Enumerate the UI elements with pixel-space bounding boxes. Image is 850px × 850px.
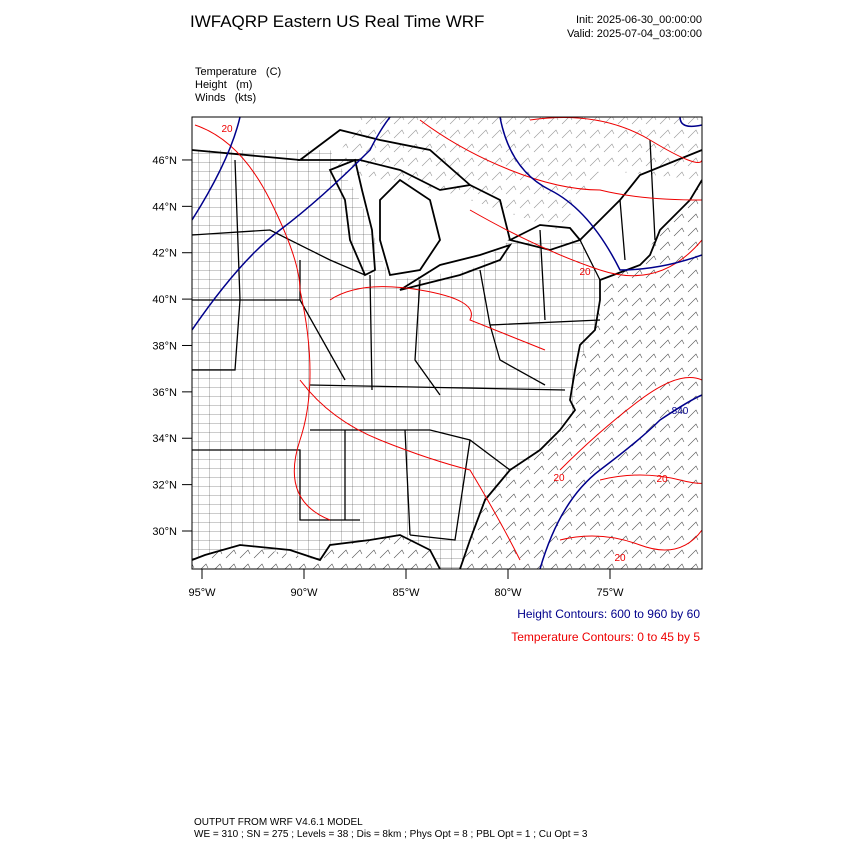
counties xyxy=(192,150,600,569)
footer: WE = 310 ; SN = 275 ; Levels = 38 ; Dis … xyxy=(194,829,588,840)
height-contours xyxy=(192,117,702,569)
wind-barbs xyxy=(192,535,440,569)
contour-label: 20 xyxy=(221,124,233,135)
lon-tick-label: 75°W xyxy=(596,587,624,599)
lat-tick-label: 44°N xyxy=(152,201,177,213)
lon-tick-label: 95°W xyxy=(188,587,216,599)
contour-label: 840 xyxy=(672,406,689,417)
lat-tick-label: 46°N xyxy=(152,155,177,167)
init-time: Init: 2025-06-30_00:00:00 xyxy=(576,14,702,26)
wind-barbs xyxy=(192,117,702,230)
map-frame xyxy=(191,116,703,570)
axes: 30°N 32°N 34°N 36°N 38°N 40°N 42°N 44°N 46°N 95°W… xyxy=(152,155,624,599)
state-borders xyxy=(192,139,656,541)
lat-tick-label: 32°N xyxy=(152,480,177,492)
contour-label: 20 xyxy=(656,474,668,485)
contour-label: 20 xyxy=(553,473,565,484)
title: IWFAQRP Eastern US Real Time WRF xyxy=(190,12,484,31)
lon-tick-label: 90°W xyxy=(290,587,318,599)
lat-tick-label: 30°N xyxy=(152,526,177,538)
lon-tick-label: 85°W xyxy=(392,587,420,599)
lat-tick-label: 42°N xyxy=(152,248,177,260)
field-label: Winds (kts) xyxy=(195,92,256,104)
field-label: Temperature (C) xyxy=(195,66,281,78)
lon-tick-label: 80°W xyxy=(494,587,522,599)
lat-tick-label: 36°N xyxy=(152,387,177,399)
map: 20 20 20 20 20 840 xyxy=(192,117,702,569)
wind-barbs xyxy=(460,180,702,569)
valid-time: Valid: 2025-07-04_03:00:00 xyxy=(567,28,702,40)
contour-label: 20 xyxy=(614,553,626,564)
coastline xyxy=(192,129,702,569)
footer: OUTPUT FROM WRF V4.6.1 MODEL xyxy=(194,817,363,828)
lat-tick-label: 40°N xyxy=(152,294,177,306)
lat-tick-label: 38°N xyxy=(152,340,177,352)
height-legend: Height Contours: 600 to 960 by 60 xyxy=(517,607,700,621)
lat-tick-label: 34°N xyxy=(152,433,177,445)
temperature-legend: Temperature Contours: 0 to 45 by 5 xyxy=(511,630,700,644)
field-label: Height (m) xyxy=(195,79,252,91)
contour-label: 20 xyxy=(579,267,591,278)
